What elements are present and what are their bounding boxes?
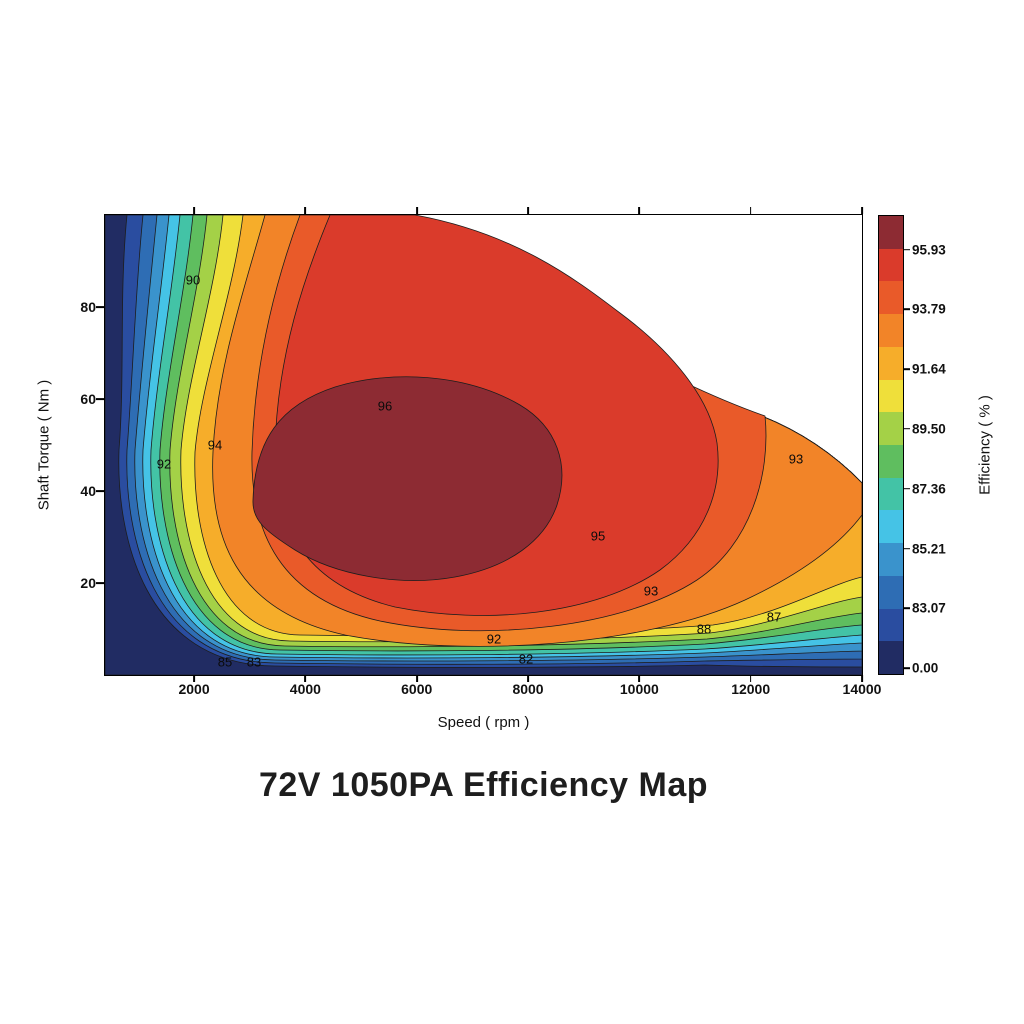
colorbar-segment: [879, 346, 903, 380]
y-axis-tick-marks: [96, 215, 104, 675]
colorbar-tick-mark: [904, 487, 910, 490]
y-tick-mark: [96, 398, 104, 400]
y-tick-mark: [96, 306, 104, 308]
colorbar-segment: [879, 575, 903, 609]
colorbar-segment: [879, 510, 903, 544]
colorbar-tick-label: 83.07: [912, 600, 946, 616]
colorbar-segment: [879, 641, 903, 675]
x-tick-mark: [304, 675, 307, 682]
y-tick-label: 20: [80, 575, 96, 591]
x-tick-label: 6000: [401, 681, 433, 697]
x-axis-tick-marks-bottom: [105, 675, 863, 682]
x-tick-mark: [861, 675, 863, 682]
colorbar-segment: [879, 412, 903, 446]
colorbar-tick-label: 0.00: [912, 660, 939, 676]
x-tick-label: 12000: [731, 681, 771, 697]
x-tick-label: 14000: [842, 681, 882, 697]
x-tick-mark: [638, 207, 641, 214]
colorbar-segment: [879, 216, 903, 249]
colorbar-tick-label: 87.36: [912, 481, 946, 497]
y-tick-mark: [96, 490, 104, 492]
x-axis-tick-labels: 2000 4000 6000 8000 10000 12000 14000: [105, 681, 881, 701]
colorbar-tick-mark: [904, 667, 910, 669]
x-tick-mark: [749, 207, 752, 214]
colorbar-segment: [879, 281, 903, 315]
x-tick-label: 4000: [289, 681, 321, 697]
contour-plot: [105, 215, 862, 675]
x-tick-mark: [749, 675, 752, 682]
colorbar-tick-mark: [904, 248, 910, 251]
colorbar-tick-mark: [904, 547, 910, 550]
colorbar-segment: [879, 608, 903, 642]
colorbar-tick-mark: [904, 607, 910, 610]
x-tick-mark: [415, 207, 418, 214]
x-tick-mark: [527, 675, 529, 682]
x-tick-mark: [527, 207, 529, 214]
contour-band-peak: [252, 376, 563, 581]
y-tick-label: 60: [80, 391, 96, 407]
x-tick-mark: [193, 675, 195, 682]
colorbar-tick-label: 91.64: [912, 361, 946, 377]
colorbar-title: Efficiency ( % ): [976, 395, 994, 495]
colorbar-segment: [879, 314, 903, 347]
colorbar-tick-mark: [904, 308, 910, 311]
y-tick-label: 40: [80, 483, 96, 499]
x-tick-label: 8000: [512, 681, 544, 697]
x-tick-mark: [193, 207, 195, 214]
colorbar-tick-mark: [904, 368, 910, 370]
x-axis-tick-marks-top: [105, 207, 863, 214]
y-tick-mark: [96, 582, 104, 584]
y-tick-label: 80: [80, 299, 96, 315]
plot-area: [104, 214, 863, 676]
x-tick-mark: [304, 207, 307, 214]
chart-title: 72V 1050PA Efficiency Map: [258, 766, 709, 804]
colorbar: [878, 215, 904, 675]
colorbar-tick-label: 93.79: [912, 301, 946, 317]
x-tick-mark: [638, 675, 641, 682]
colorbar-segment: [879, 477, 903, 511]
y-axis-tick-labels: 80 60 40 20: [58, 215, 96, 675]
x-tick-mark: [861, 207, 863, 214]
colorbar-segment: [879, 248, 903, 282]
colorbar-tick-mark: [904, 428, 910, 430]
colorbar-segment: [879, 543, 903, 576]
x-tick-label: 10000: [619, 681, 659, 697]
y-axis-title: Shaft Torque ( Nm ): [35, 379, 53, 511]
colorbar-tick-label: 95.93: [912, 242, 946, 257]
colorbar-segment: [879, 445, 903, 478]
x-tick-label: 2000: [178, 681, 210, 697]
x-axis-title: Speed ( rpm ): [437, 714, 530, 731]
x-tick-mark: [415, 675, 418, 682]
colorbar-segment: [879, 379, 903, 413]
colorbar-tick-label: 85.21: [912, 541, 946, 556]
colorbar-tick-label: 89.50: [912, 421, 946, 437]
